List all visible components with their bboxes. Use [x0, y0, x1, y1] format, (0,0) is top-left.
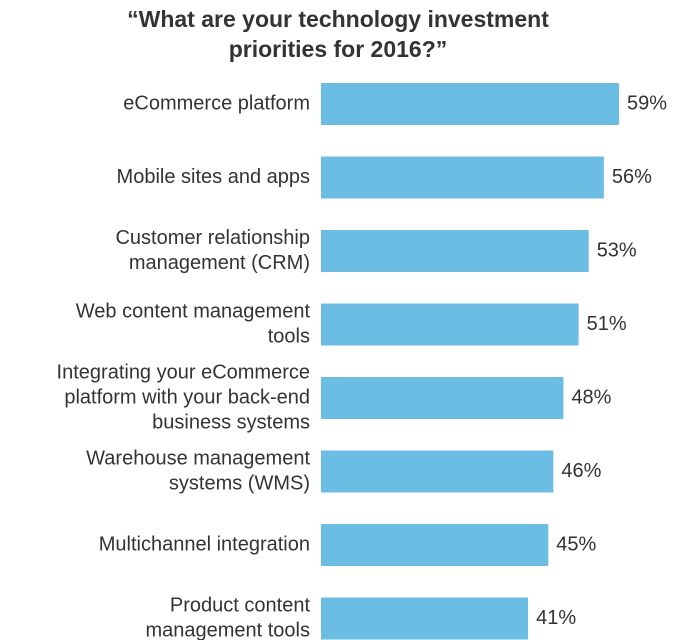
category-label-4-line-1: Web content management	[76, 300, 311, 322]
category-label-8-line-2: management tools	[145, 619, 310, 640]
category-label-8-line-1: Product content	[170, 594, 311, 616]
bar-8	[321, 597, 529, 640]
category-label-3: Customer relationship management (CRM)	[115, 227, 310, 274]
category-label-6: Warehouse management systems (WMS)	[86, 447, 310, 494]
chart-title: “What are your technology investment pri…	[0, 4, 676, 64]
bar-6	[321, 450, 554, 493]
value-label-8: 41%	[536, 607, 576, 629]
value-label-7: 45%	[556, 533, 596, 555]
category-label-3-line-2: management (CRM)	[129, 252, 310, 274]
category-label-5-line-1: Integrating your eCommerce	[57, 361, 310, 383]
bar-1	[321, 83, 619, 125]
category-label-5: Integrating your eCommerce platform with …	[57, 361, 310, 433]
category-label-1-line-1: eCommerce platform	[123, 92, 310, 114]
category-label-4-line-2: tools	[268, 325, 310, 347]
chart-title-line-1: “What are your technology investment	[127, 6, 549, 32]
category-label-6-line-1: Warehouse management	[86, 447, 310, 469]
bar-3	[321, 230, 589, 272]
value-label-2: 56%	[612, 166, 652, 188]
category-label-3-line-1: Customer relationship	[115, 227, 310, 249]
category-label-4: Web content management tools	[76, 300, 311, 347]
value-label-6: 46%	[561, 460, 601, 482]
bar-4	[321, 303, 579, 346]
bar-2	[321, 156, 604, 199]
category-label-8: Product content management tools	[145, 594, 310, 640]
value-label-1: 59%	[627, 92, 667, 114]
category-label-7-line-1: Multichannel integration	[99, 533, 310, 555]
chart-title-line-2: priorities for 2016?”	[228, 36, 448, 62]
category-label-6-line-2: systems (WMS)	[169, 472, 310, 494]
category-label-2: Mobile sites and apps	[117, 166, 310, 188]
category-label-5-line-2: platform with your back-end	[64, 386, 310, 408]
category-label-2-line-1: Mobile sites and apps	[117, 166, 310, 188]
category-label-7: Multichannel integration	[99, 533, 310, 555]
bar-5	[321, 377, 564, 419]
category-label-5-line-3: business systems	[152, 411, 310, 433]
value-label-4: 51%	[587, 313, 627, 335]
category-label-1: eCommerce platform	[123, 92, 310, 114]
bar-7	[321, 524, 549, 566]
value-label-3: 53%	[597, 239, 637, 261]
value-label-5: 48%	[571, 386, 611, 408]
